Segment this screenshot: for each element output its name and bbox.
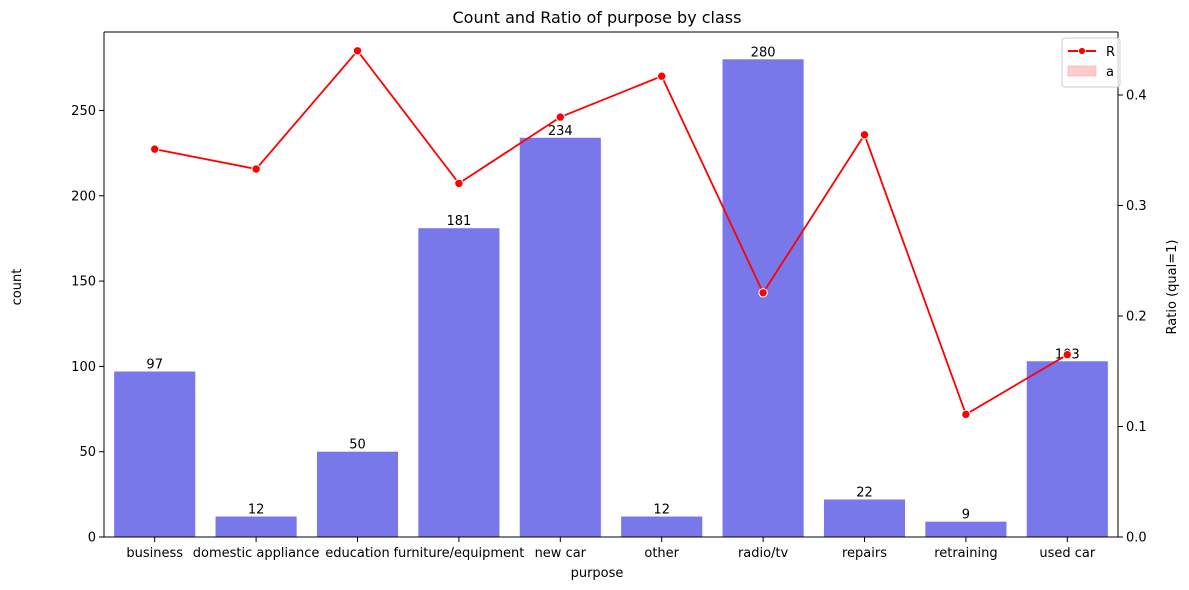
- ratio-point: [251, 164, 261, 174]
- legend-patch-swatch: [1067, 65, 1097, 77]
- bar-retraining: [925, 521, 1007, 537]
- y2-tick-label: 0.2: [1126, 309, 1147, 324]
- x-tick-label: new car: [535, 546, 587, 561]
- ratio-point: [555, 112, 565, 122]
- ratio-point: [454, 178, 464, 189]
- bar-repairs: [823, 499, 906, 537]
- bar-new-car: [519, 137, 601, 537]
- x-tick-label: retraining: [934, 546, 997, 561]
- y-axis-title: count: [10, 269, 25, 306]
- ratio-point: [859, 130, 870, 140]
- bar-education: [316, 451, 399, 537]
- bar-other: [621, 516, 703, 537]
- ratio-line-layer: [150, 46, 1073, 420]
- bar-data-label: 12: [248, 503, 265, 518]
- bar-data-label: 12: [653, 503, 670, 518]
- bar-data-label: 22: [856, 485, 873, 500]
- ratio-point: [657, 71, 667, 81]
- y-tick-label: 250: [71, 104, 96, 119]
- y2-tick-label: 0.3: [1126, 199, 1147, 214]
- bars-layer: [114, 59, 1108, 537]
- bar-data-label: 50: [349, 438, 366, 453]
- bar-business: [114, 371, 196, 537]
- axes-layer: [103, 31, 1119, 538]
- x-tick-label: radio/tv: [738, 546, 789, 561]
- ticks-layer: 0 50 100 150 200 250 0.0 0.1 0.2 0.3 0.4 business do…: [71, 88, 1147, 561]
- bar-data-label: 97: [146, 358, 163, 373]
- y-tick-label: 100: [71, 360, 96, 375]
- y-tick-label: 150: [71, 275, 96, 290]
- y2-tick-label: 0.4: [1126, 88, 1147, 103]
- x-tick-label: education: [325, 546, 390, 561]
- chart-title: Count and Ratio of purpose by class: [453, 8, 742, 27]
- ratio-line: [154, 49, 1068, 416]
- x-tick-label: business: [126, 546, 183, 561]
- bar-used-car: [1026, 361, 1108, 537]
- y-tick-label: 200: [71, 189, 96, 204]
- y2-tick-label: 0.1: [1126, 420, 1147, 435]
- ratio-point: [352, 46, 363, 56]
- bar-data-label: 9: [962, 508, 970, 523]
- ratio-point: [150, 144, 160, 154]
- bar-data-label: 280: [751, 45, 776, 60]
- x-axis-title: purpose: [571, 566, 624, 581]
- legend-label-r: R: [1106, 45, 1115, 60]
- ratio-point: [1062, 349, 1073, 360]
- bar-data-label: 234: [548, 124, 573, 139]
- ratio-point: [961, 409, 971, 420]
- x-tick-label: domestic appliance: [193, 546, 320, 561]
- bar-domestic-appliance: [215, 516, 297, 537]
- x-tick-label: other: [644, 546, 679, 561]
- ratio-point: [758, 288, 768, 298]
- y-tick-label: 50: [79, 445, 96, 460]
- bar-data-label: 181: [446, 214, 471, 229]
- bar-furniture-equipment: [418, 228, 500, 537]
- bar-labels-layer: 97125018123412280229103: [146, 45, 1079, 522]
- y2-axis-title: Ratio (qual=1): [1165, 240, 1180, 335]
- legend-marker-swatch: [1078, 47, 1086, 55]
- bar-radio-tv: [722, 59, 804, 537]
- x-tick-label: used car: [1039, 546, 1096, 561]
- x-tick-label: furniture/equipment: [393, 546, 524, 561]
- legend: R a: [1061, 37, 1121, 88]
- legend-label-a: a: [1106, 65, 1114, 80]
- y2-tick-label: 0.0: [1126, 531, 1147, 546]
- y-tick-label: 0: [88, 531, 96, 546]
- x-tick-label: repairs: [842, 546, 887, 561]
